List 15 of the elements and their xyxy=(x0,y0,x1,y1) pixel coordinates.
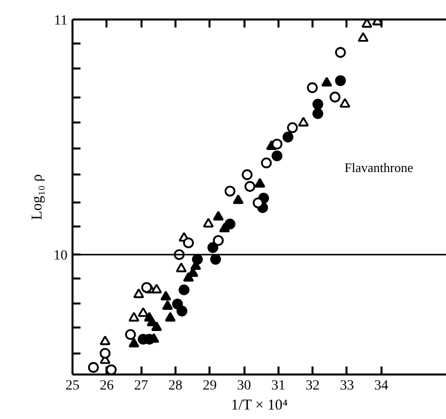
x-tick-label: 26 xyxy=(100,378,114,394)
x-tick-label: 28 xyxy=(168,378,182,394)
y-tick-label: 10 xyxy=(54,248,68,264)
y-axis-title: Log₁₀ ρ xyxy=(30,174,46,220)
x-tick-label: 31 xyxy=(271,378,286,394)
annotation: Flavanthrone xyxy=(344,160,414,175)
x-tick-label: 32 xyxy=(306,378,320,394)
x-tick-label: 34 xyxy=(374,378,388,394)
x-tick-label: 27 xyxy=(134,378,148,394)
x-axis-title: 1/T × 10⁴ xyxy=(230,398,288,414)
x-tick-label: 30 xyxy=(237,378,252,394)
x-tick-label: 25 xyxy=(66,378,80,394)
x-tick-label: 29 xyxy=(202,378,217,394)
x-tick-label: 33 xyxy=(340,378,354,394)
y-tick-label: 11 xyxy=(54,14,68,28)
